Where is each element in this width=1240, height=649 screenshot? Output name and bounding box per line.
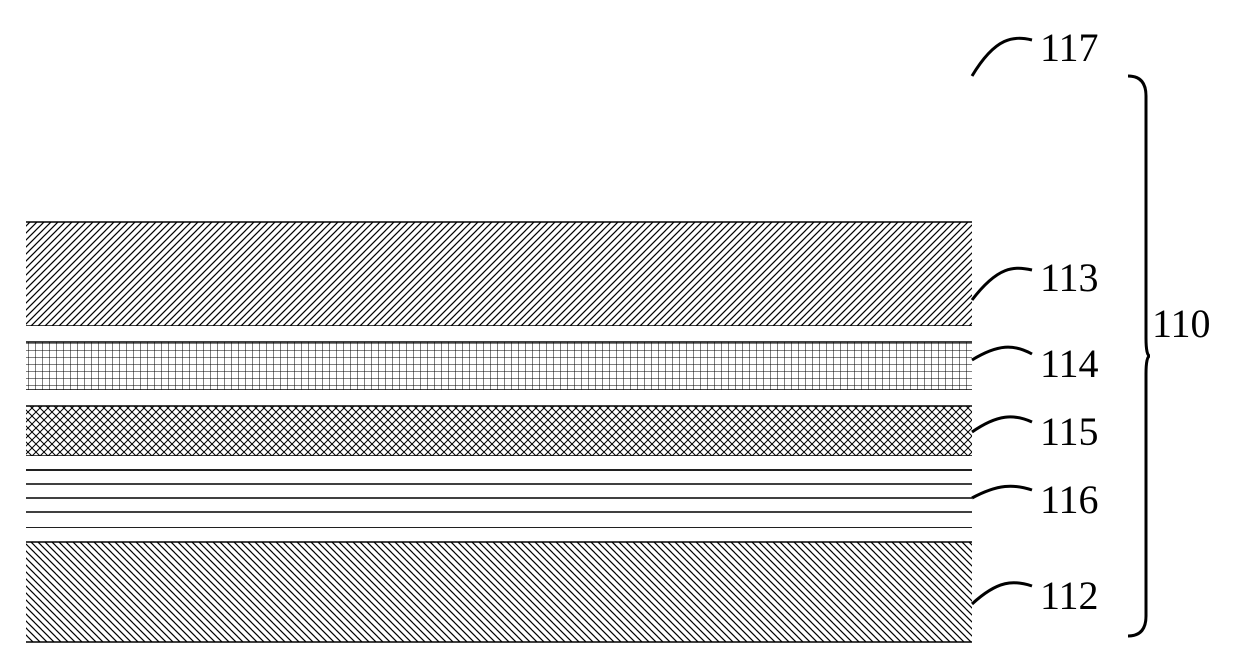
label-113: 113 — [1040, 254, 1099, 301]
label-115: 115 — [1040, 408, 1099, 455]
label-114: 114 — [1040, 340, 1099, 387]
label-116: 116 — [1040, 476, 1099, 523]
diagram-frame — [26, 8, 972, 642]
label-117: 117 — [1040, 24, 1099, 71]
label-112: 112 — [1040, 572, 1099, 619]
label-group-110: 110 — [1152, 300, 1211, 347]
